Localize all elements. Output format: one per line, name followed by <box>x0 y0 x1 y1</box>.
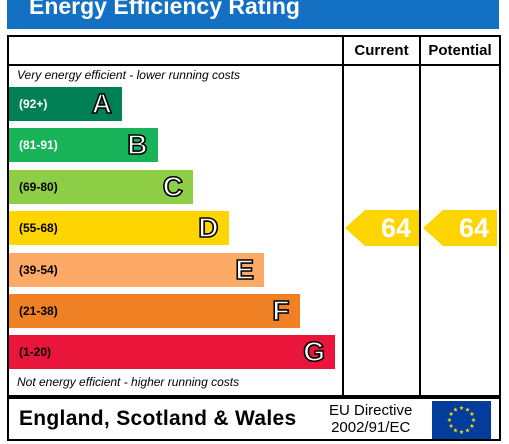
band-letter: A <box>91 87 113 120</box>
band-d: (55-68) D <box>9 211 229 246</box>
eu-star <box>465 407 470 412</box>
eu-star <box>469 411 475 416</box>
top-note: Very energy efficient - lower running co… <box>17 68 240 82</box>
bottom-note: Not energy efficient - higher running co… <box>17 375 240 389</box>
footer-region: England, Scotland & Wales <box>19 407 297 430</box>
band-range: (92+) <box>19 97 48 111</box>
footer-directive: EU Directive 2002/91/EC <box>329 402 412 436</box>
band-g: (1-20) G <box>9 335 335 370</box>
directive-line-2: 2002/91/EC <box>331 419 411 436</box>
title-bar: Energy Efficiency Rating <box>7 0 499 29</box>
band-range: (81-91) <box>19 138 58 153</box>
column-header-current: Current <box>354 42 409 59</box>
eu-star <box>448 423 454 428</box>
current-arrow-shape <box>345 210 419 247</box>
band-letter: E <box>235 253 255 286</box>
band-e: (39-54) E <box>9 252 264 287</box>
eu-star <box>453 427 458 433</box>
band-f: (21-38) F <box>9 294 300 328</box>
eu-star <box>459 405 464 410</box>
column-divider-current <box>342 37 344 395</box>
potential-rating-arrow: 64 <box>423 210 497 247</box>
footer: England, Scotland & Wales EU Directive 2… <box>7 397 501 441</box>
column-divider-potential <box>419 37 421 395</box>
band-range: (1-20) <box>19 345 52 360</box>
band-range: (69-80) <box>19 179 58 194</box>
band-letter: G <box>302 336 325 369</box>
eu-star <box>447 417 452 422</box>
band-range: (39-54) <box>19 262 58 277</box>
band-letter: C <box>162 170 184 203</box>
current-rating-value: 64 <box>380 213 411 244</box>
band-b: (81-91) B <box>9 128 158 163</box>
current-rating-arrow: 64 <box>345 210 419 247</box>
band-range: (21-38) <box>19 304 58 318</box>
potential-rating-value: 64 <box>458 213 489 244</box>
rating-table: Current Potential Very energy efficient … <box>7 35 501 397</box>
directive-line-1: EU Directive <box>329 402 413 419</box>
chart-title: Energy Efficiency Rating <box>29 0 300 19</box>
header-divider <box>9 64 499 66</box>
column-header-potential: Potential <box>428 42 492 59</box>
eu-flag-icon <box>432 401 491 439</box>
eu-star <box>453 407 458 412</box>
eu-star <box>459 429 464 434</box>
eu-star <box>469 423 475 428</box>
potential-arrow-shape <box>423 210 497 247</box>
eu-star <box>465 427 470 433</box>
band-letter: B <box>126 129 148 162</box>
band-range: (55-68) <box>19 221 58 236</box>
eu-star <box>448 411 454 416</box>
band-c: (69-80) C <box>9 169 193 204</box>
eu-star <box>471 417 476 422</box>
band-letter: D <box>197 211 219 244</box>
band-a: (92+) A <box>9 87 122 121</box>
band-letter: F <box>272 294 291 327</box>
